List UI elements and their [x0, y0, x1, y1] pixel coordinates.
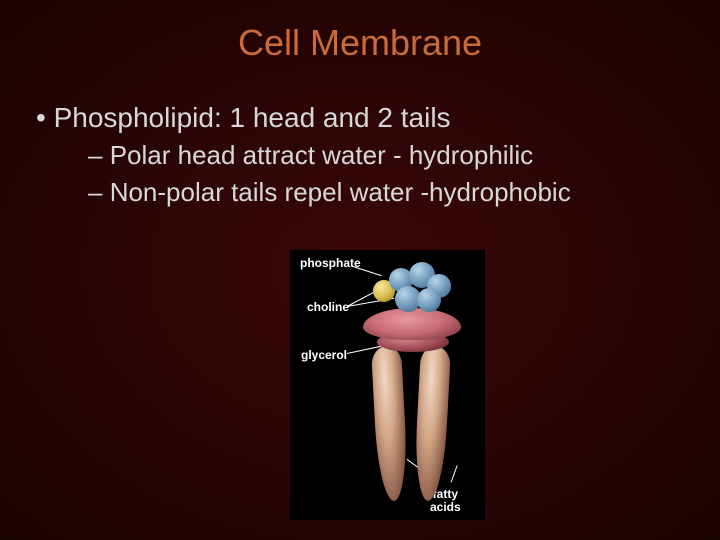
phospholipid-diagram: phosphate choline glycerol fatty acids [225, 250, 495, 520]
bullet-sub-2: Non-polar tails repel water -hydrophobic [88, 177, 720, 208]
label-phosphate: phosphate [300, 256, 361, 270]
choline-sphere-5 [417, 288, 441, 312]
label-glycerol: glycerol [301, 348, 347, 362]
head-cluster [375, 262, 455, 317]
bullet-main: Phospholipid: 1 head and 2 tails [36, 102, 720, 134]
bullet-sub-1: Polar head attract water - hydrophilic [88, 140, 720, 171]
label-fatty-line2: acids [430, 500, 461, 514]
label-choline: choline [307, 300, 349, 314]
slide-title: Cell Membrane [0, 0, 720, 64]
